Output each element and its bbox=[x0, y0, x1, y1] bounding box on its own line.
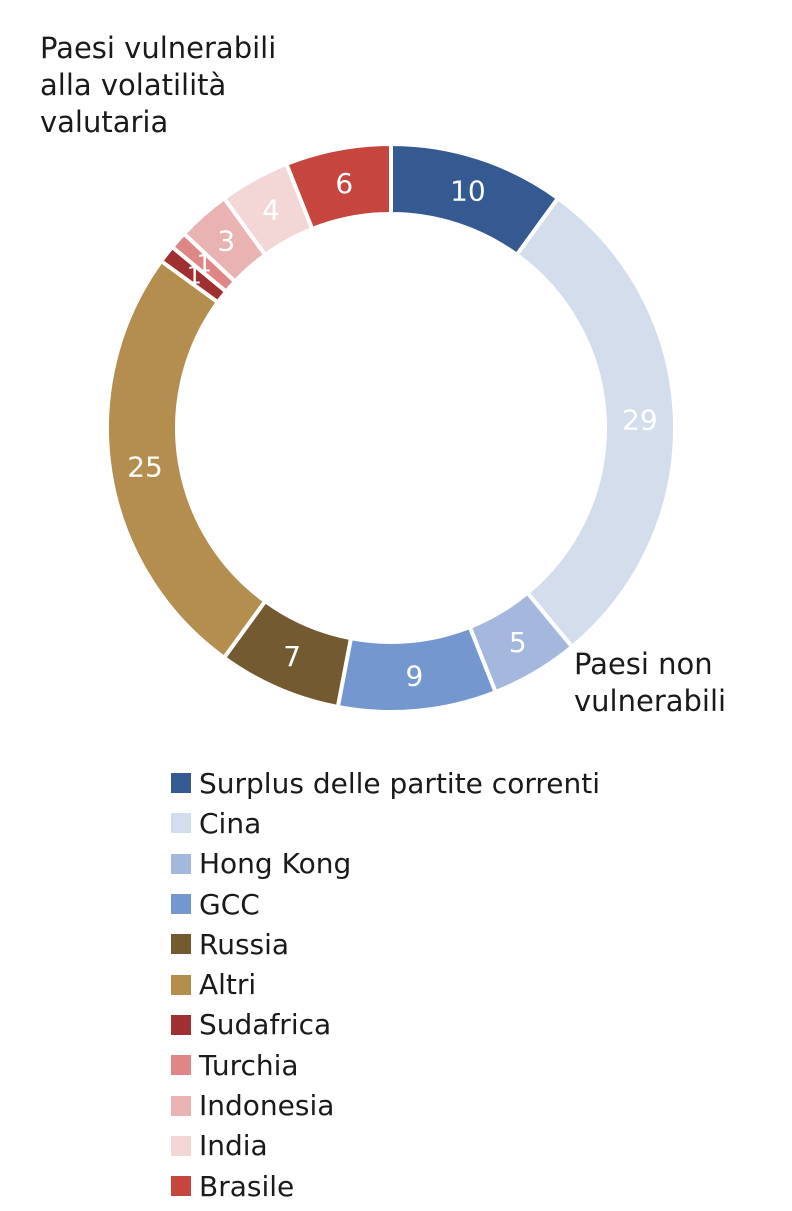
legend-label: Sudafrica bbox=[199, 1008, 332, 1042]
legend-swatch bbox=[171, 1095, 191, 1116]
legend-swatch bbox=[171, 1055, 191, 1076]
legend-swatch bbox=[171, 1176, 191, 1197]
legend-swatch bbox=[171, 1014, 191, 1035]
annotation-line: alla volatilità bbox=[40, 68, 227, 102]
legend-item: Russia bbox=[171, 924, 600, 964]
legend-label: GCC bbox=[199, 887, 260, 921]
slice-value-label: 5 bbox=[509, 626, 527, 659]
legend-item: Cina bbox=[171, 803, 600, 843]
legend-swatch bbox=[171, 974, 191, 995]
slice-value-label: 25 bbox=[127, 450, 163, 483]
slice-value-label: 6 bbox=[335, 167, 353, 200]
legend-swatch bbox=[171, 1135, 191, 1156]
legend-label: Surplus delle partite correnti bbox=[199, 766, 600, 800]
legend-swatch bbox=[171, 813, 191, 834]
chart-legend: Surplus delle partite correnti Cina Hong K… bbox=[171, 763, 600, 1206]
slice-value-label: 9 bbox=[406, 659, 424, 692]
slice-value-label: 1 bbox=[197, 249, 212, 277]
legend-swatch bbox=[171, 894, 191, 915]
slice-value-label: 1 bbox=[187, 261, 202, 289]
annotation-non-vulnerable-countries: Paesi non vulnerabili bbox=[574, 646, 774, 720]
annotation-line: Paesi non bbox=[574, 647, 713, 681]
legend-label: Brasile bbox=[199, 1169, 295, 1203]
legend-label: Hong Kong bbox=[199, 847, 352, 881]
legend-item: India bbox=[171, 1126, 600, 1166]
legend-item: Altri bbox=[171, 964, 600, 1004]
donut-slices bbox=[105, 142, 677, 714]
slice-value-label: 3 bbox=[217, 225, 235, 258]
legend-item: GCC bbox=[171, 884, 600, 924]
legend-label: India bbox=[199, 1129, 268, 1163]
legend-item: Turchia bbox=[171, 1045, 600, 1085]
legend-item: Surplus delle partite correnti bbox=[171, 763, 600, 803]
slice-value-label: 29 bbox=[622, 404, 658, 437]
legend-swatch bbox=[171, 853, 191, 874]
legend-label: Altri bbox=[199, 968, 257, 1002]
legend-item: Sudafrica bbox=[171, 1005, 600, 1045]
legend-swatch bbox=[171, 934, 191, 955]
annotation-line: Paesi vulnerabili bbox=[40, 31, 277, 65]
slice-value-label: 7 bbox=[283, 640, 301, 673]
legend-label: Indonesia bbox=[199, 1089, 335, 1123]
legend-item: Hong Kong bbox=[171, 844, 600, 884]
legend-label: Turchia bbox=[199, 1048, 299, 1082]
legend-swatch bbox=[171, 773, 191, 794]
donut-slice bbox=[514, 196, 677, 649]
donut-slice bbox=[284, 142, 393, 232]
legend-item: Indonesia bbox=[171, 1085, 600, 1125]
slice-value-label: 4 bbox=[262, 193, 280, 226]
legend-label: Cina bbox=[199, 806, 262, 840]
legend-label: Russia bbox=[199, 927, 290, 961]
annotation-vulnerable-countries: Paesi vulnerabili alla volatilità valuta… bbox=[40, 30, 340, 141]
slice-value-label: 10 bbox=[450, 175, 486, 208]
legend-item: Brasile bbox=[171, 1166, 600, 1206]
annotation-line: vulnerabili bbox=[574, 684, 727, 718]
annotation-line: valutaria bbox=[40, 105, 169, 139]
